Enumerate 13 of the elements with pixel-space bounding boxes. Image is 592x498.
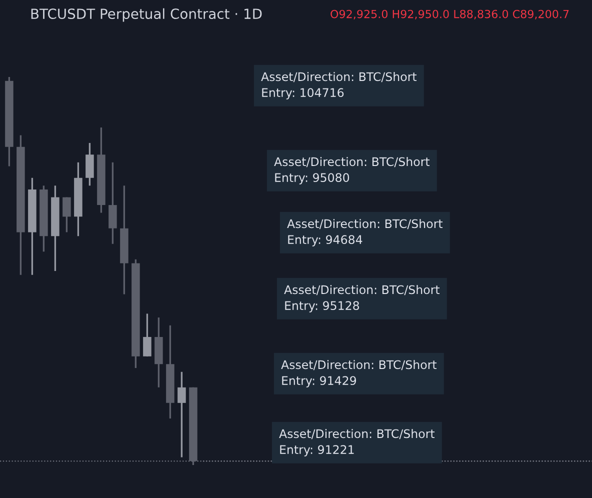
text: Asset/Direction: BTC/Short Entry: 95128 [284,285,440,312]
candlestick [108,162,117,245]
candlestick [62,196,71,234]
text: Asset/Direction: BTC/Short Entry: 104716 [261,72,417,100]
candlestick [86,142,94,186]
text: Asset/Direction: BTC/Short Entry: 91429 [281,360,437,388]
text: Asset/Direction: BTC/Short Entry: 95080 [274,157,430,184]
candlestick [178,371,186,458]
candlestick [143,312,152,358]
text: O92,925.0 H92,950.0 L88,836.0 C89,200.7 [330,10,569,20]
text: Asset/Direction: BTC/Short Entry: 94684 [287,219,443,246]
chart-title: BTCUSDT Perpetual Contract · 1D [31,8,262,22]
text: Asset/Direction: BTC/Short Entry: 91221 [279,429,435,456]
